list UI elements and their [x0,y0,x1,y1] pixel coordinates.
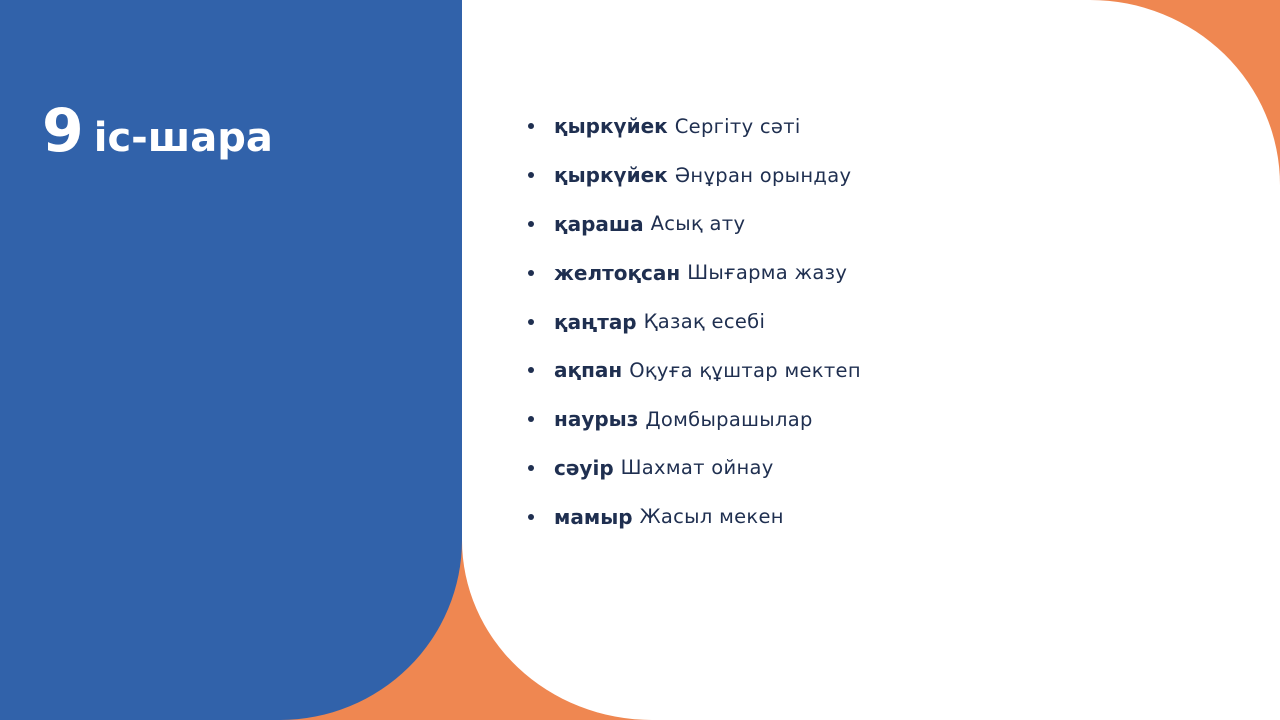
list-item: қаңтар Қазақ есебі [528,297,861,346]
list-item: мамыр Жасыл мекен [528,492,861,541]
item-month: қаңтар [554,309,637,334]
item-month: қараша [554,211,644,236]
bullet-icon [528,220,534,227]
item-event: Жасыл мекен [639,505,784,529]
item-event: Шығарма жазу [687,261,848,285]
item-event: Домбырашылар [645,407,813,431]
list-item: қараша Асық ату [528,200,861,249]
item-month: желтоқсан [554,260,681,285]
item-event: Асық ату [650,212,746,236]
bullet-icon [528,123,534,130]
item-month: қыркүйек [554,163,668,188]
bullet-icon [528,464,534,471]
item-month: наурыз [554,407,639,432]
list-item: қыркүйек Әнұран орындау [528,151,861,200]
slide-title: 9 іс-шара [42,96,273,166]
item-month: мамыр [554,504,633,529]
bullet-icon [528,513,534,520]
list-item: желтоқсан Шығарма жазу [528,248,861,297]
bullet-icon [528,172,534,179]
list-item: сәуір Шахмат ойнау [528,444,861,493]
white-content-panel [462,0,1280,720]
list-item: қыркүйек Сергіту сәті [528,102,861,151]
event-list: қыркүйек Сергіту сәті қыркүйек Әнұран орын… [528,102,861,541]
item-event: Сергіту сәті [674,114,801,138]
item-event: Әнұран орындау [674,163,852,187]
item-event: Шахмат ойнау [620,456,774,480]
bullet-icon [528,269,534,276]
item-month: ақпан [554,358,623,383]
list-item: наурыз Домбырашылар [528,395,861,444]
item-event: Қазақ есебі [643,310,766,334]
title-text: іс-шара [93,115,273,161]
bullet-icon [528,367,534,374]
bullet-icon [528,318,534,325]
item-month: сәуір [554,455,614,480]
item-event: Оқуға құштар мектеп [629,358,861,382]
list-item: ақпан Оқуға құштар мектеп [528,346,861,395]
bullet-icon [528,416,534,423]
item-month: қыркүйек [554,114,668,139]
blue-title-panel [0,0,462,720]
title-number: 9 [42,96,84,166]
